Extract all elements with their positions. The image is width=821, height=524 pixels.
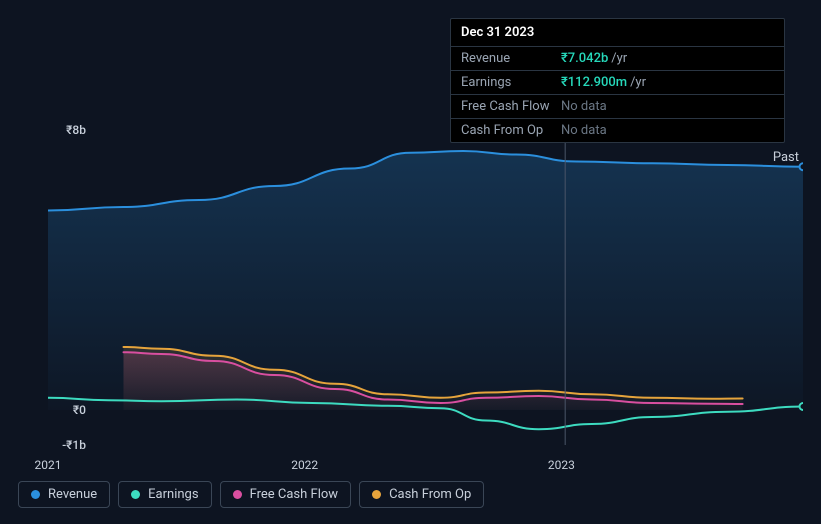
chart-svg[interactable]: [48, 130, 803, 445]
revenue-end-dot: [800, 163, 804, 170]
chart-container: Dec 31 2023 Revenue₹7.042b/yrEarnings₹11…: [18, 0, 803, 524]
legend: Revenue Earnings Free Cash Flow Cash From O…: [18, 481, 484, 508]
tooltip-row: Cash From OpNo data: [451, 119, 784, 142]
tooltip-row-label: Cash From Op: [461, 123, 561, 138]
tooltip-row: Earnings₹112.900m/yr: [451, 71, 784, 95]
earnings-end-dot: [800, 403, 804, 410]
legend-swatch: [131, 490, 140, 499]
y-tick-label: -₹1b: [62, 438, 86, 452]
tooltip-row-value: No data: [561, 123, 774, 138]
legend-label: Earnings: [148, 487, 198, 502]
legend-item-fcf[interactable]: Free Cash Flow: [220, 481, 351, 508]
legend-label: Revenue: [48, 487, 97, 502]
legend-label: Free Cash Flow: [250, 487, 338, 502]
tooltip-row: Revenue₹7.042b/yr: [451, 47, 784, 71]
tooltip-row-value: No data: [561, 99, 774, 114]
legend-item-earnings[interactable]: Earnings: [118, 481, 211, 508]
legend-label: Cash From Op: [389, 487, 471, 502]
tooltip-row-value: ₹7.042b/yr: [561, 51, 774, 66]
x-tick-label: 2022: [291, 458, 318, 472]
tooltip-title: Dec 31 2023: [451, 19, 784, 47]
tooltip-row-label: Revenue: [461, 51, 561, 66]
tooltip-row: Free Cash FlowNo data: [451, 95, 784, 119]
past-label: Past: [773, 150, 799, 165]
x-tick-label: 2023: [548, 458, 575, 472]
y-tick-label: ₹0: [73, 403, 86, 417]
legend-item-revenue[interactable]: Revenue: [18, 481, 110, 508]
legend-swatch: [372, 490, 381, 499]
tooltip: Dec 31 2023 Revenue₹7.042b/yrEarnings₹11…: [450, 18, 785, 143]
legend-item-cfo[interactable]: Cash From Op: [359, 481, 484, 508]
plot-area[interactable]: Past ₹8b₹0-₹1b: [48, 130, 803, 445]
tooltip-row-value: ₹112.900m/yr: [561, 75, 774, 90]
legend-swatch: [31, 490, 40, 499]
y-tick-label: ₹8b: [66, 123, 86, 137]
tooltip-row-label: Earnings: [461, 75, 561, 90]
tooltip-row-label: Free Cash Flow: [461, 99, 561, 114]
legend-swatch: [233, 490, 242, 499]
x-axis: 202120222023: [48, 452, 803, 472]
x-tick-label: 2021: [35, 458, 62, 472]
